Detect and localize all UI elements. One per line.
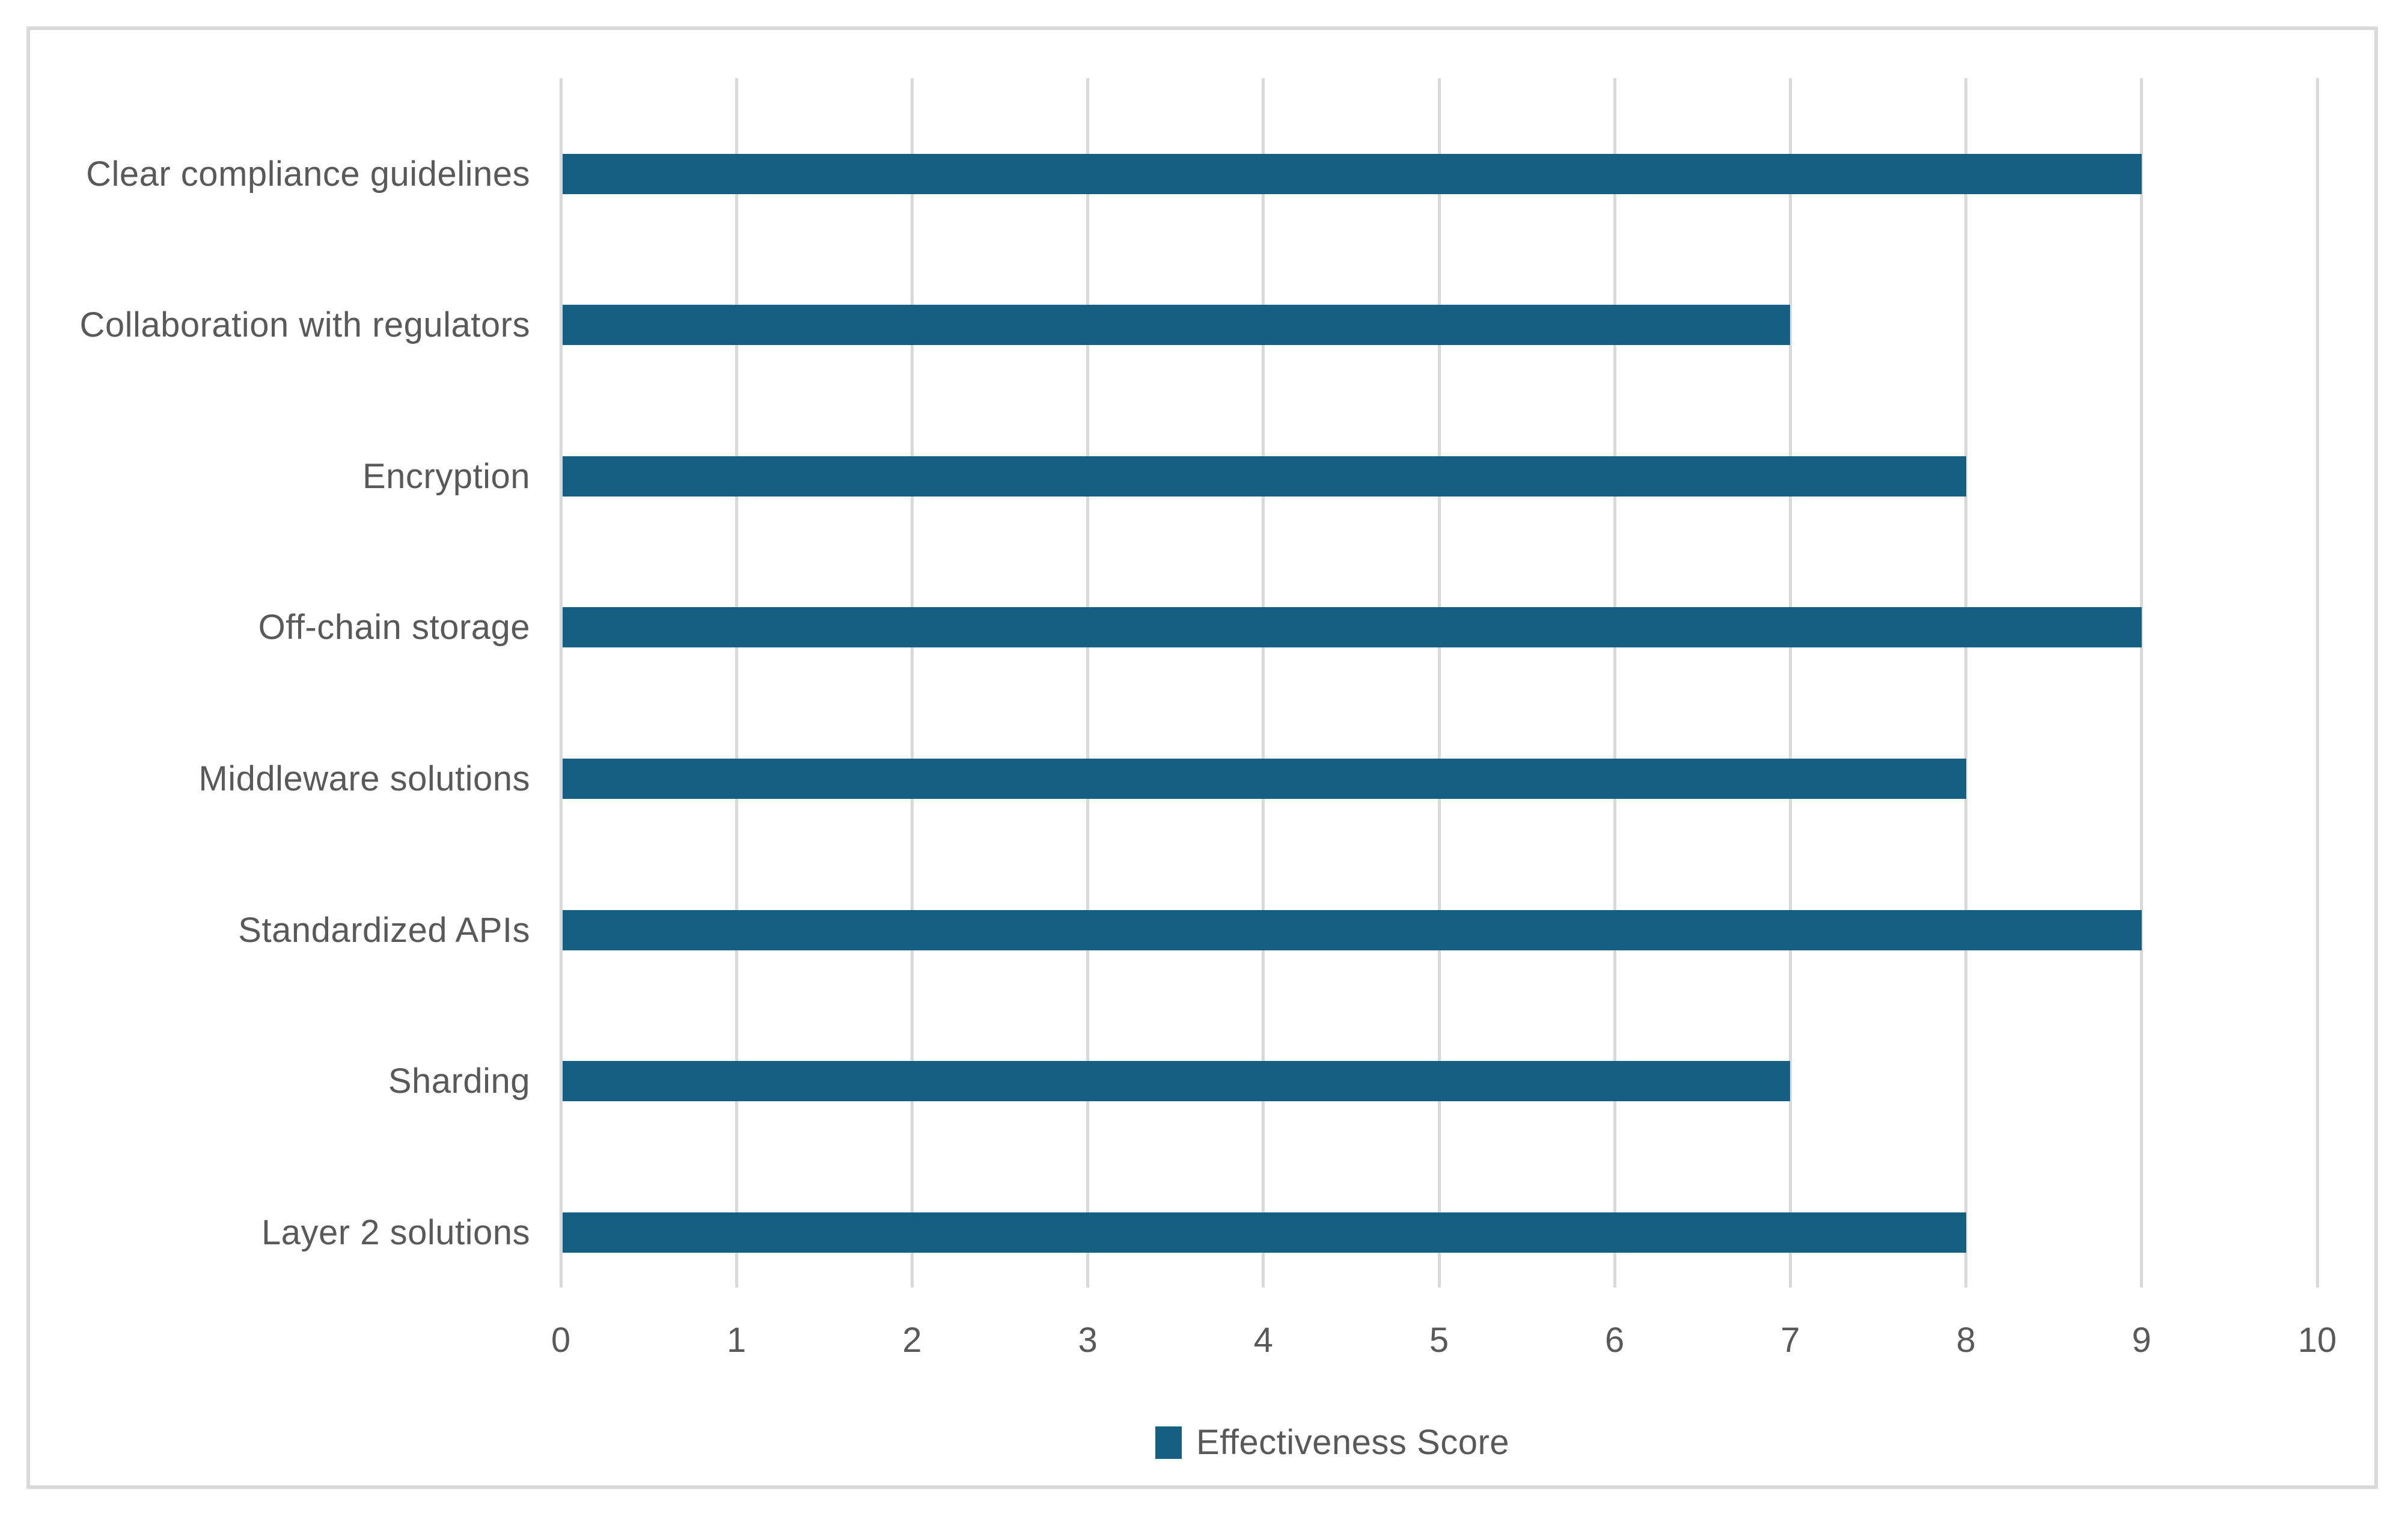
legend-label: Effectiveness Score (1196, 1423, 1510, 1462)
legend: Effectiveness Score (1155, 1422, 1509, 1462)
chart-area (26, 26, 2378, 1489)
legend-marker-icon (1155, 1426, 1182, 1459)
